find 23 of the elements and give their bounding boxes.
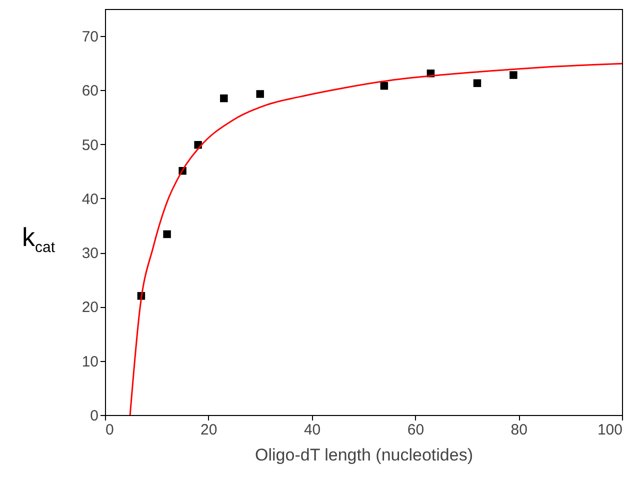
- x-tick-label: 80: [510, 422, 528, 438]
- y-tick-label: 20: [82, 299, 98, 316]
- point: [256, 90, 264, 98]
- x-tick-label: 20: [200, 422, 218, 438]
- point: [510, 71, 518, 79]
- x-tick-label: 40: [304, 422, 321, 438]
- point: [473, 79, 482, 88]
- point: [380, 82, 388, 90]
- y-tick-label: 10: [82, 353, 98, 370]
- line-series: [129, 62, 623, 416]
- y-tick-label: 50: [82, 136, 98, 154]
- y-tick-label: 40: [82, 190, 98, 208]
- y-tick-label: 0: [90, 408, 98, 424]
- x-tick-label: 100: [597, 422, 622, 438]
- point: [220, 94, 228, 102]
- y-tick-label: 60: [82, 82, 98, 100]
- x-tick-label: 0: [106, 422, 114, 438]
- x-tick-label: 60: [407, 422, 424, 438]
- y-tick-label: 70: [82, 28, 98, 46]
- x-axis-title: Oligo-dT length (nucleotides): [255, 446, 473, 464]
- y-axis-title: k$_{cat}$: [22, 222, 56, 256]
- point: [163, 230, 171, 238]
- y-tick-label: 30: [82, 245, 98, 262]
